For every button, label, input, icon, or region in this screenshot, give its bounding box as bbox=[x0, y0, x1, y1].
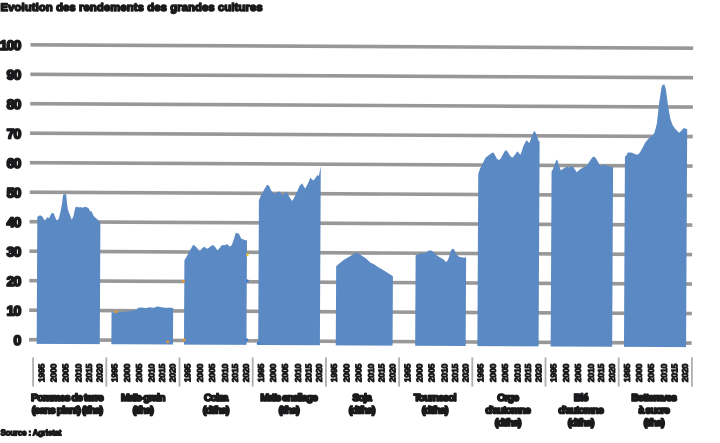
svg-text:2010: 2010 bbox=[366, 363, 376, 382]
svg-text:2020: 2020 bbox=[680, 363, 690, 382]
svg-text:Pommes de terre: Pommes de terre bbox=[31, 392, 104, 404]
svg-text:2005: 2005 bbox=[134, 363, 144, 382]
svg-text:(t/ha): (t/ha) bbox=[644, 417, 665, 429]
svg-text:10: 10 bbox=[7, 302, 22, 318]
svg-text:30: 30 bbox=[7, 243, 22, 259]
svg-text:2000: 2000 bbox=[268, 363, 278, 382]
svg-text:2015: 2015 bbox=[450, 363, 460, 382]
svg-text:1995: 1995 bbox=[329, 363, 339, 382]
svg-text:(t/ha): (t/ha) bbox=[279, 405, 300, 417]
svg-text:2005: 2005 bbox=[353, 363, 363, 382]
svg-text:2020: 2020 bbox=[314, 363, 324, 382]
svg-text:2010: 2010 bbox=[439, 363, 449, 382]
svg-text:2015: 2015 bbox=[669, 363, 679, 382]
svg-text:2020: 2020 bbox=[387, 363, 397, 382]
svg-text:2005: 2005 bbox=[61, 363, 71, 382]
svg-text:2000: 2000 bbox=[122, 363, 132, 382]
svg-text:60: 60 bbox=[7, 155, 22, 171]
svg-text:(dt/ha): (dt/ha) bbox=[203, 405, 229, 417]
svg-text:2015: 2015 bbox=[157, 363, 167, 382]
svg-text:2010: 2010 bbox=[293, 363, 303, 382]
svg-text:2015: 2015 bbox=[230, 363, 240, 382]
svg-text:80: 80 bbox=[7, 96, 22, 112]
svg-text:2005: 2005 bbox=[280, 363, 290, 382]
svg-text:50: 50 bbox=[7, 184, 22, 200]
svg-text:2015: 2015 bbox=[303, 363, 313, 382]
svg-text:2005: 2005 bbox=[646, 363, 656, 382]
svg-text:Colza: Colza bbox=[204, 392, 229, 404]
svg-text:2015: 2015 bbox=[523, 363, 533, 382]
svg-text:2000: 2000 bbox=[488, 363, 498, 382]
svg-text:2020: 2020 bbox=[168, 363, 178, 382]
svg-text:(dt/ha): (dt/ha) bbox=[422, 405, 448, 417]
svg-text:0: 0 bbox=[14, 332, 22, 348]
svg-text:2020: 2020 bbox=[241, 363, 251, 382]
svg-text:1995: 1995 bbox=[183, 363, 193, 382]
svg-text:1995: 1995 bbox=[36, 363, 46, 382]
svg-text:2010: 2010 bbox=[513, 363, 523, 382]
svg-text:(sans plant) (t/ha): (sans plant) (t/ha) bbox=[32, 405, 103, 417]
svg-text:2010: 2010 bbox=[586, 363, 596, 382]
svg-text:2000: 2000 bbox=[195, 363, 205, 382]
svg-text:2000: 2000 bbox=[49, 363, 59, 382]
svg-text:2020: 2020 bbox=[534, 363, 544, 382]
svg-text:100: 100 bbox=[0, 37, 22, 53]
svg-text:2005: 2005 bbox=[427, 363, 437, 382]
svg-text:d'automne: d'automne bbox=[558, 405, 604, 417]
svg-text:Source : Agristat: Source : Agristat bbox=[1, 429, 62, 438]
svg-text:1995: 1995 bbox=[622, 363, 632, 382]
svg-text:d'automne: d'automne bbox=[485, 405, 531, 417]
svg-text:Maïs-grain: Maïs-grain bbox=[121, 392, 165, 404]
svg-text:2015: 2015 bbox=[84, 363, 94, 382]
svg-text:2000: 2000 bbox=[561, 363, 571, 382]
svg-text:2015: 2015 bbox=[377, 363, 387, 382]
svg-text:70: 70 bbox=[7, 126, 22, 142]
svg-text:Blé: Blé bbox=[574, 392, 589, 404]
svg-text:(t/ha): (t/ha) bbox=[133, 405, 154, 417]
svg-text:Evolution des rendements des g: Evolution des rendements des grandes cul… bbox=[1, 2, 263, 14]
svg-text:à sucre: à sucre bbox=[638, 405, 670, 417]
svg-text:(dt/ha): (dt/ha) bbox=[495, 417, 521, 429]
svg-text:(dt/ha): (dt/ha) bbox=[568, 417, 594, 429]
svg-text:2020: 2020 bbox=[461, 363, 471, 382]
svg-text:2005: 2005 bbox=[207, 363, 217, 382]
svg-text:1995: 1995 bbox=[402, 363, 412, 382]
svg-text:2015: 2015 bbox=[596, 363, 606, 382]
svg-text:2020: 2020 bbox=[95, 363, 105, 382]
svg-text:1995: 1995 bbox=[549, 363, 559, 382]
svg-text:1995: 1995 bbox=[476, 363, 486, 382]
svg-text:(dt/ha): (dt/ha) bbox=[349, 405, 375, 417]
svg-text:90: 90 bbox=[7, 67, 22, 83]
svg-text:1995: 1995 bbox=[110, 363, 120, 382]
svg-text:2020: 2020 bbox=[607, 363, 617, 382]
svg-text:2010: 2010 bbox=[73, 363, 83, 382]
svg-text:2000: 2000 bbox=[341, 363, 351, 382]
svg-text:2000: 2000 bbox=[634, 363, 644, 382]
svg-text:1995: 1995 bbox=[256, 363, 266, 382]
svg-text:Orge: Orge bbox=[497, 392, 519, 404]
svg-text:Maïs ensilage: Maïs ensilage bbox=[260, 392, 318, 404]
svg-text:Soja: Soja bbox=[352, 392, 372, 404]
svg-text:Tournesol: Tournesol bbox=[414, 392, 457, 404]
svg-text:2005: 2005 bbox=[573, 363, 583, 382]
svg-text:40: 40 bbox=[7, 214, 22, 230]
svg-text:20: 20 bbox=[7, 273, 22, 289]
svg-text:2005: 2005 bbox=[500, 363, 510, 382]
svg-text:2010: 2010 bbox=[659, 363, 669, 382]
svg-text:Betteraves: Betteraves bbox=[631, 392, 677, 404]
svg-text:2010: 2010 bbox=[220, 363, 230, 382]
svg-text:2000: 2000 bbox=[415, 363, 425, 382]
svg-text:2010: 2010 bbox=[147, 363, 157, 382]
